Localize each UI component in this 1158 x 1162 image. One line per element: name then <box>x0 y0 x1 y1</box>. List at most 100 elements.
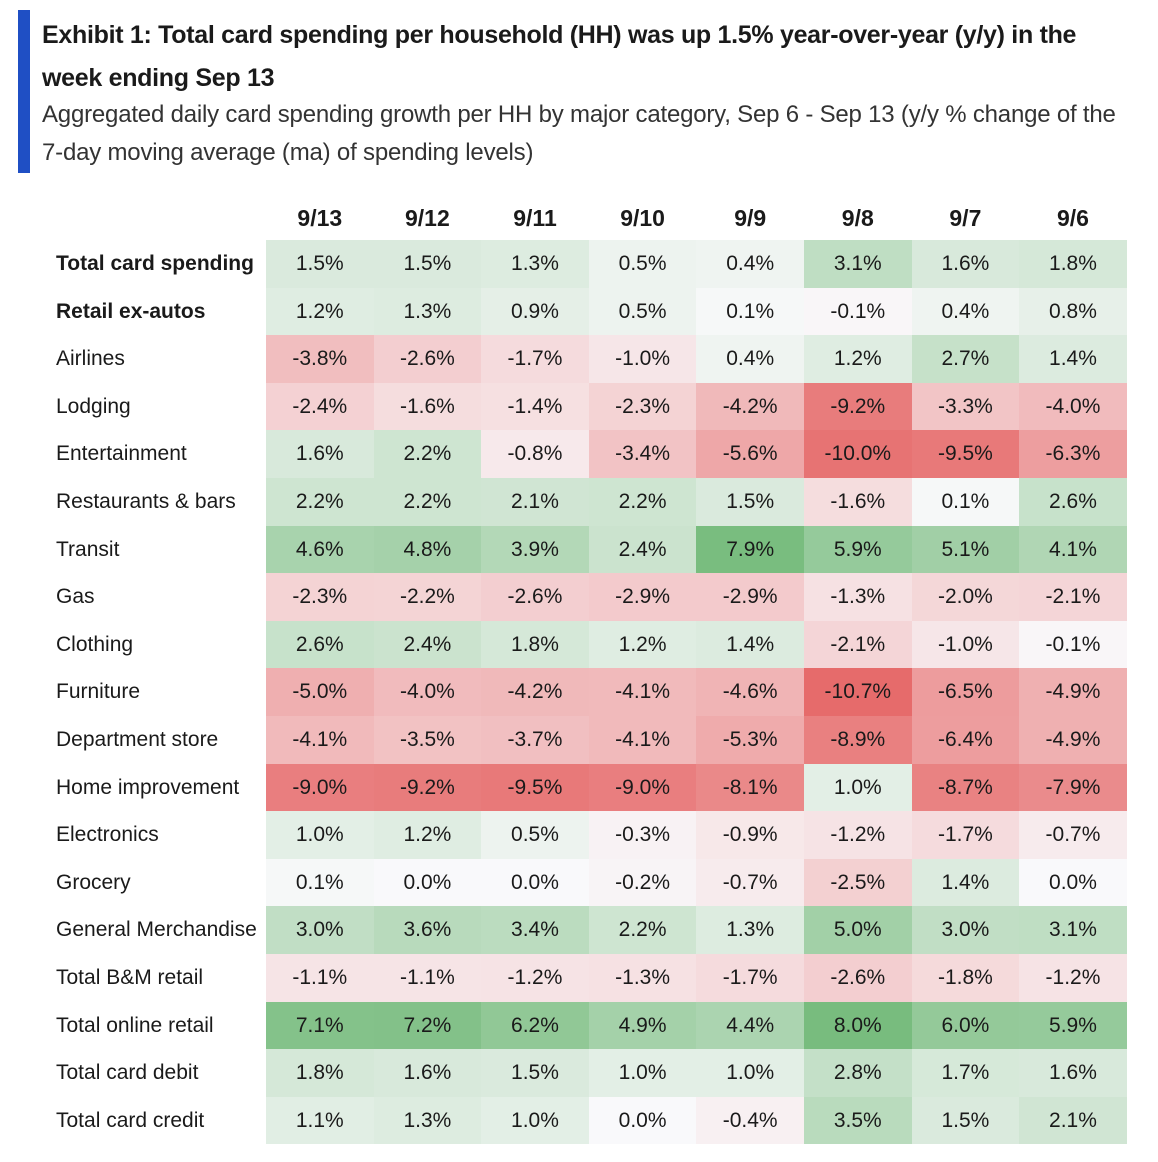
heatmap-cell: 0.0% <box>373 858 482 907</box>
column-header: 9/12 <box>405 205 450 231</box>
heatmap-cell: 0.5% <box>481 811 589 859</box>
heatmap-cell: 2.2% <box>373 478 482 526</box>
heatmap-cell: -1.7% <box>911 811 1020 859</box>
heatmap-cell: -2.6% <box>481 573 589 621</box>
heatmap-cell: -1.0% <box>588 335 697 383</box>
heatmap-cell: 0.1% <box>266 858 374 907</box>
row-label: Restaurants & bars <box>56 490 236 513</box>
heatmap-cell: 4.6% <box>266 525 374 574</box>
heatmap-cell: 8.0% <box>804 1001 912 1050</box>
heatmap-cell: -1.6% <box>373 382 482 431</box>
heatmap-cell: 2.4% <box>588 525 697 574</box>
heatmap-cell: 7.9% <box>696 525 804 574</box>
heatmap-cell: 5.9% <box>804 525 912 574</box>
heatmap-cell: -10.7% <box>804 668 912 716</box>
heatmap-cell: 3.6% <box>373 906 482 954</box>
heatmap-cell: -0.1% <box>1019 620 1127 669</box>
heatmap-cell: -4.2% <box>696 382 804 431</box>
heatmap-cell: -2.0% <box>911 573 1020 621</box>
heatmap-cell: -6.5% <box>911 668 1020 716</box>
row-label: Clothing <box>56 632 134 656</box>
heatmap-cell: -5.6% <box>696 430 804 478</box>
heatmap-cell: -1.2% <box>804 811 912 859</box>
heatmap-cell: 1.5% <box>266 240 374 288</box>
heatmap-cell: 3.0% <box>911 906 1020 954</box>
heatmap-cell: 5.9% <box>1019 1001 1127 1050</box>
heatmap-cell: 1.6% <box>1019 1049 1127 1097</box>
heatmap-cell: -6.4% <box>911 716 1020 764</box>
heatmap-cell: 1.2% <box>804 335 912 383</box>
heatmap-cell: -3.7% <box>481 716 589 764</box>
heatmap-cell: -2.1% <box>1019 573 1127 621</box>
heatmap-cell: 0.4% <box>696 240 804 288</box>
heatmap-cell: -4.0% <box>373 668 482 716</box>
heatmap-cell: 0.1% <box>696 287 804 336</box>
row-label: Home improvement <box>56 775 240 799</box>
heatmap-cell: 1.1% <box>266 1096 374 1145</box>
heatmap-cell: 6.2% <box>481 1001 589 1050</box>
heatmap-cell: 4.8% <box>373 525 482 574</box>
row-label: Total B&M retail <box>56 966 204 989</box>
heatmap-cell: 4.1% <box>1019 525 1127 574</box>
column-header: 9/13 <box>297 205 343 231</box>
heatmap-cell: 5.0% <box>804 906 912 954</box>
exhibit-subtitle: Aggregated daily card spending growth pe… <box>42 101 1116 166</box>
heatmap-cell: 4.4% <box>696 1001 804 1050</box>
heatmap-cell: 1.4% <box>696 620 804 669</box>
row-label: Lodging <box>56 394 131 418</box>
heatmap-cell: -0.7% <box>1019 811 1127 859</box>
heatmap-cell: 1.3% <box>696 906 804 954</box>
heatmap-cell: -1.3% <box>804 573 912 621</box>
heatmap-cell: 3.1% <box>1019 906 1127 954</box>
heatmap-cell: 0.0% <box>1019 858 1127 907</box>
heatmap-cell: 1.2% <box>373 811 482 859</box>
heatmap-cell: 0.4% <box>696 335 804 383</box>
heatmap-cell: 1.7% <box>911 1049 1020 1097</box>
row-label: Total online retail <box>56 1013 214 1037</box>
row-label: Grocery <box>56 870 131 894</box>
column-header: 9/10 <box>620 205 665 231</box>
heatmap-cell: 1.4% <box>1019 335 1127 383</box>
heatmap-cell: -1.0% <box>911 620 1020 669</box>
heatmap-cell: -3.3% <box>911 382 1020 431</box>
heatmap-cell: 1.0% <box>266 811 374 859</box>
heatmap-cell: -1.1% <box>266 954 374 1002</box>
row-label: Airlines <box>56 347 125 371</box>
heatmap-cell: 1.3% <box>373 1096 482 1145</box>
row-label: Total card credit <box>56 1108 205 1132</box>
heatmap-cell: -5.0% <box>266 668 374 716</box>
heatmap-cell: 1.0% <box>804 763 912 812</box>
column-header: 9/7 <box>949 205 982 231</box>
heatmap-cell: -2.2% <box>373 573 482 621</box>
heatmap-cell: 0.1% <box>911 478 1020 526</box>
heatmap-cell: -8.7% <box>911 763 1020 812</box>
heatmap-cell: -0.4% <box>696 1096 804 1145</box>
exhibit-title: Exhibit 1: Total card spending per house… <box>42 21 1077 92</box>
heatmap-cell: -6.3% <box>1019 430 1127 478</box>
row-label: Department store <box>56 728 219 751</box>
heatmap-cell: -4.9% <box>1019 716 1127 764</box>
heatmap-cell: 3.0% <box>266 906 374 954</box>
heatmap-cell: -2.1% <box>804 620 912 669</box>
heatmap-cell: 1.3% <box>373 287 482 336</box>
accent-bar <box>18 10 30 173</box>
heatmap-cell: 1.5% <box>911 1096 1020 1145</box>
heatmap-cell: -9.5% <box>481 763 589 812</box>
row-label: Electronics <box>56 823 159 847</box>
heatmap-cell: 1.0% <box>481 1096 589 1145</box>
row-label: Gas <box>56 585 95 609</box>
heatmap-cell: 0.5% <box>588 287 697 336</box>
heatmap-cell: -4.2% <box>481 668 589 716</box>
heatmap-cell: -4.1% <box>588 716 697 764</box>
heatmap-cell: 0.8% <box>1019 287 1127 336</box>
heatmap-cell: 0.0% <box>588 1096 697 1145</box>
heatmap-cell: 1.3% <box>481 240 589 288</box>
heatmap-cell: -4.1% <box>266 716 374 764</box>
heatmap-cell: 1.5% <box>373 240 482 288</box>
heatmap-cell: -4.6% <box>696 668 804 716</box>
heatmap-cell: 0.0% <box>481 858 589 907</box>
heatmap-cell: 7.1% <box>266 1001 374 1050</box>
heatmap-cell: -0.7% <box>696 858 804 907</box>
heatmap-cell: 1.0% <box>588 1049 697 1097</box>
row-label: Furniture <box>56 680 141 704</box>
